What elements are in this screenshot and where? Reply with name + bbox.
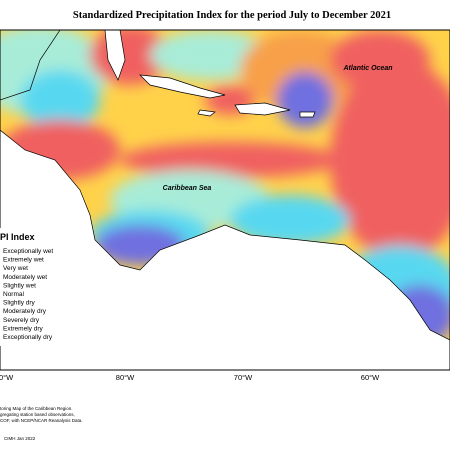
puerto-rico (299, 111, 316, 118)
hispaniola (234, 102, 291, 116)
footer-line: COF, with NCEP/NCAR Reanalysis Data. (0, 418, 83, 423)
legend-item: Severely dry (3, 317, 40, 324)
footer-line: gregating station based observations, (0, 412, 75, 417)
legend-item: Exceptionally wet (3, 248, 53, 255)
footer: toring Map of the Caribbean Region.grega… (0, 406, 83, 423)
longitude-label: 70°W (234, 373, 253, 382)
longitude-labels: 90°W 80°W 70°W 60°W (0, 373, 380, 382)
longitude-label: 60°W (361, 373, 380, 382)
legend-item: Exceptionally dry (3, 334, 53, 341)
jamaica (197, 109, 216, 117)
legend-box (0, 228, 82, 346)
sea-label: Caribbean Sea (163, 185, 212, 192)
cuba (139, 74, 226, 99)
longitude-label: 80°W (116, 373, 135, 382)
spi-field (0, 30, 450, 370)
south-central-america (0, 129, 450, 370)
legend-item: Extremely dry (3, 325, 43, 332)
ocean-label: Atlantic Ocean (342, 65, 392, 72)
legend-item: Moderately wet (3, 274, 47, 281)
legend-item: Slightly wet (3, 282, 36, 289)
credit: CIMH Jan 2022 (4, 436, 36, 441)
longitude-label: 90°W (0, 373, 14, 382)
legend-title: SPI Index (0, 232, 35, 242)
map-frame (0, 29, 450, 371)
legend-item: Moderately dry (3, 308, 47, 315)
legend-item: Very wet (3, 265, 28, 272)
florida (104, 30, 126, 81)
footer-line: toring Map of the Caribbean Region. (0, 406, 73, 411)
legend-item: Normal (3, 291, 25, 298)
legend-item: Extremely wet (3, 257, 44, 264)
map-title: Standardized Precipitation Index for the… (73, 10, 391, 21)
legend-item: Slightly dry (3, 300, 36, 307)
gulf-coast (0, 30, 61, 101)
